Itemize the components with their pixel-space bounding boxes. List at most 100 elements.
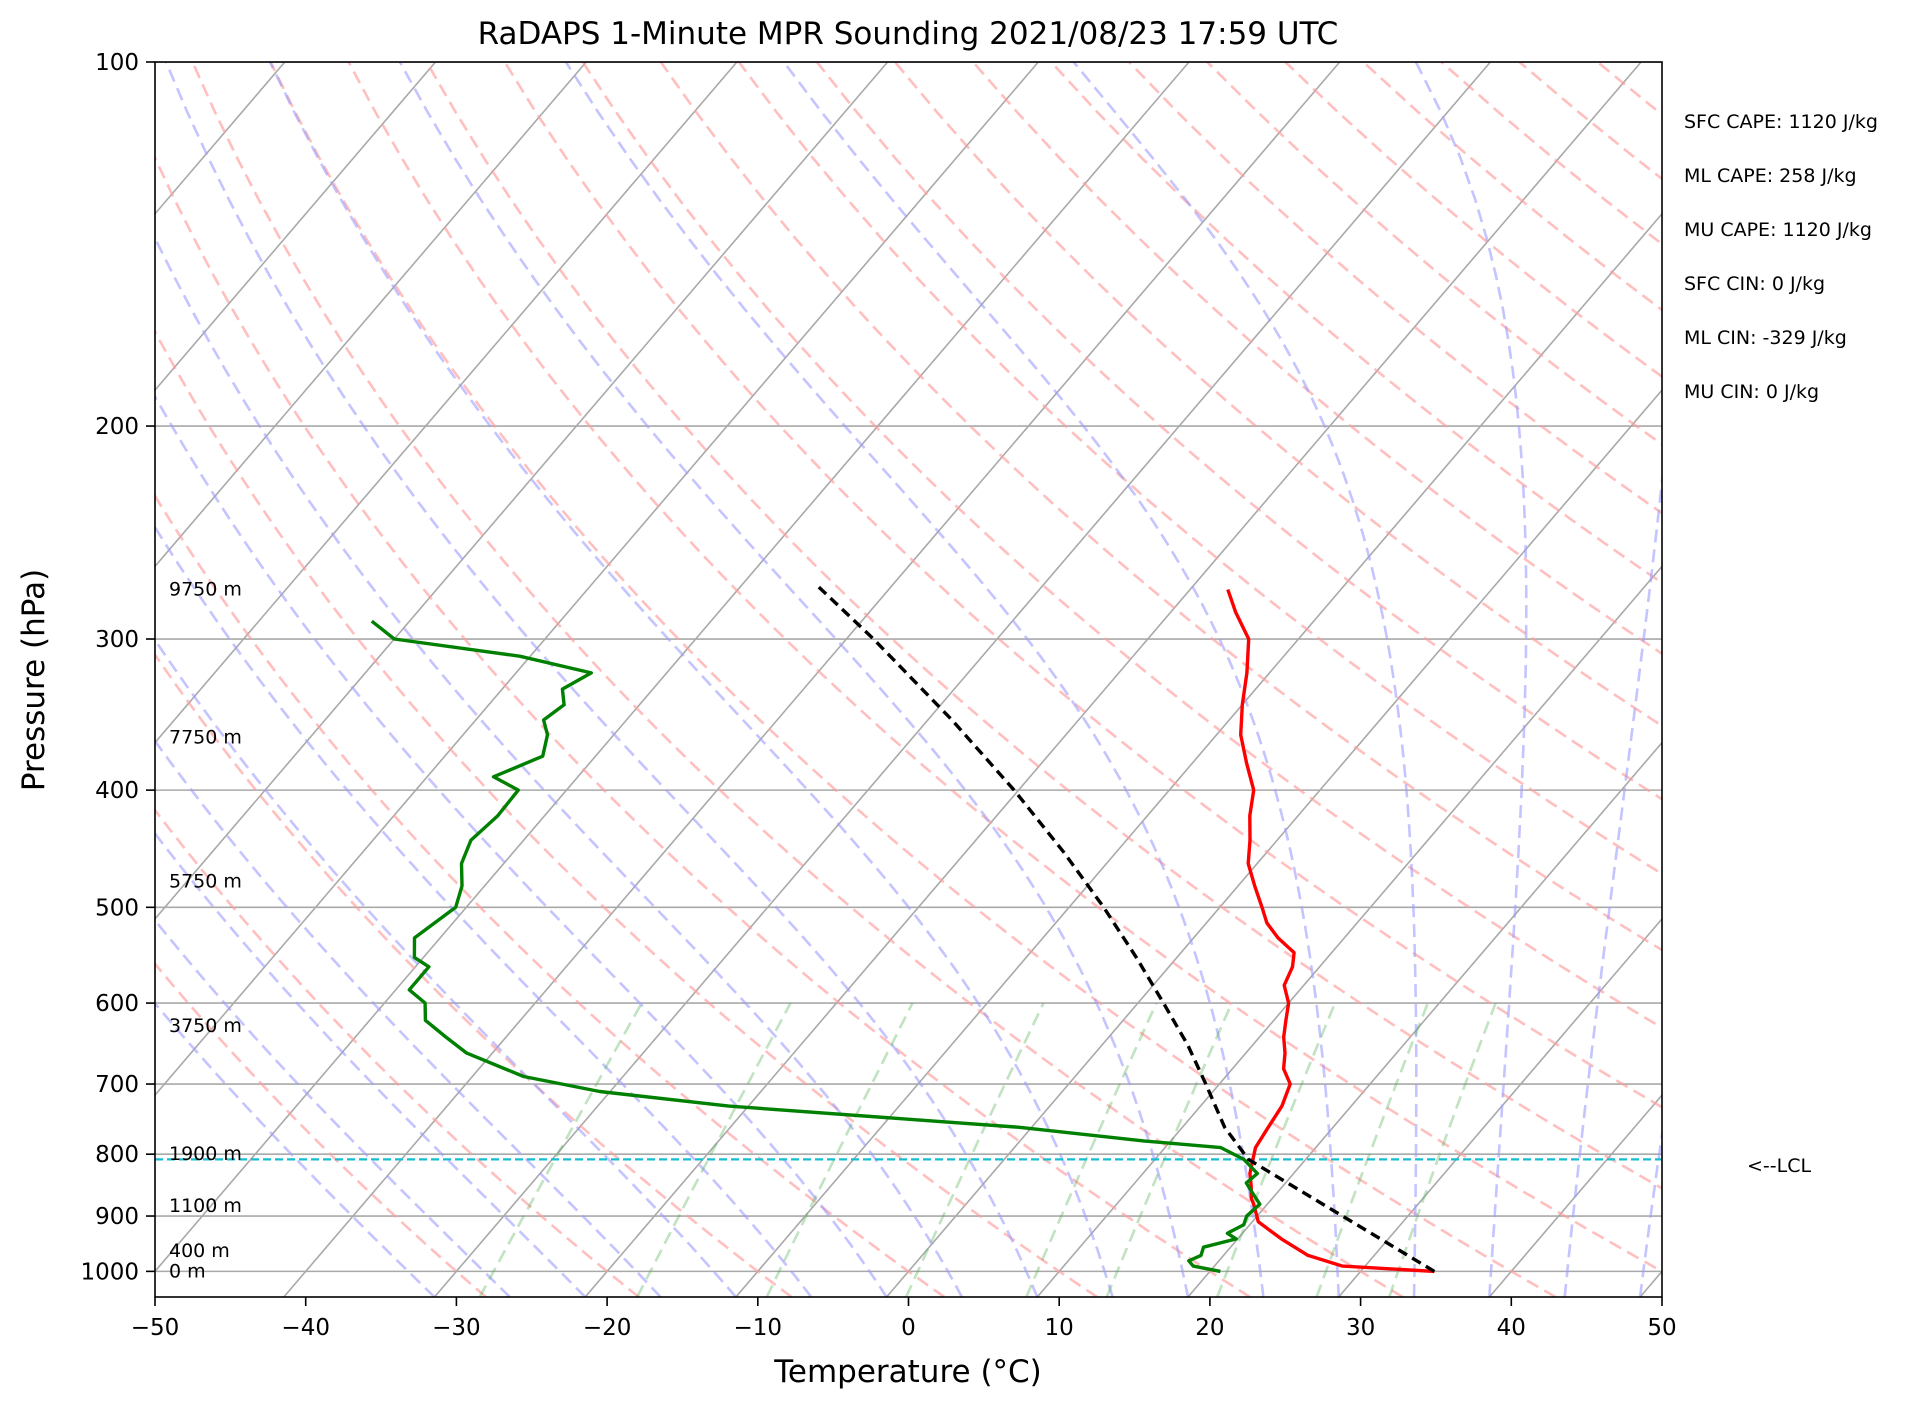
isotherm-line <box>584 62 1642 1297</box>
mixing-ratio-line <box>636 1002 792 1297</box>
moist-adiabat-line <box>155 524 813 1297</box>
lcl-label: <--LCL <box>1747 1155 1811 1177</box>
x-tick-label: −30 <box>432 1315 481 1341</box>
axis-ticks: −50 −40 −30 −20 −10 0 10 20 30 40 50 100 200 300 400 50… <box>80 50 1676 1341</box>
isotherm-line <box>1639 1270 1662 1297</box>
y-tick-label: 800 <box>95 1142 139 1168</box>
dry-adiabat-line <box>155 328 1098 1297</box>
dry-adiabat-line <box>503 62 1662 1109</box>
x-tick-label: −50 <box>131 1315 180 1341</box>
moist-adiabat-line <box>398 62 1190 1297</box>
isotherm-line <box>155 62 437 392</box>
mixing-ratio-line <box>1315 1002 1430 1297</box>
height-labels: 9750 m 7750 m 5750 m 3750 m 1900 m 1100 m 400 … <box>169 578 242 1282</box>
height-label: 0 m <box>169 1260 206 1282</box>
x-tick-label: −40 <box>281 1315 330 1341</box>
stat-label: SFC CIN: 0 J/kg <box>1684 273 1825 295</box>
y-tick-label: 900 <box>95 1204 139 1230</box>
stat-label: MU CIN: 0 J/kg <box>1684 381 1819 403</box>
x-tick-label: 50 <box>1647 1315 1676 1341</box>
dry-adiabat-line <box>894 62 1662 728</box>
moist-adiabat-line <box>268 62 1114 1297</box>
x-tick-label: 10 <box>1045 1315 1074 1341</box>
stat-label: MU CAPE: 1120 J/kg <box>1684 219 1872 241</box>
dry-adiabat-line <box>155 808 640 1297</box>
isotherm-line <box>1036 565 1662 1297</box>
mixing-ratio-line <box>478 1002 643 1297</box>
height-label: 1100 m <box>169 1195 242 1217</box>
dry-adiabat-line <box>1596 62 1662 117</box>
dry-adiabat-line <box>1440 62 1662 246</box>
y-tick-label: 600 <box>95 991 139 1017</box>
mixing-ratio-line <box>1025 1002 1158 1297</box>
dry-adiabat-line <box>1362 62 1662 312</box>
dry-adiabat-line <box>659 62 1662 952</box>
isotherm-line <box>433 62 1492 1297</box>
moist-adiabat-line <box>155 738 662 1297</box>
temperature-line <box>1226 588 1435 1274</box>
moist-adiabat-line <box>155 831 587 1297</box>
y-tick-label: 200 <box>95 414 139 440</box>
y-tick-label: 1000 <box>80 1259 139 1285</box>
dry-adiabat-line <box>1284 62 1662 379</box>
x-tick-label: −20 <box>583 1315 632 1341</box>
height-label: 1900 m <box>169 1143 242 1165</box>
dry-adiabat-line <box>972 62 1662 656</box>
mixing-ratio-line <box>904 1002 1045 1297</box>
dry-adiabat-line <box>155 154 1251 1297</box>
moist-adiabat-line <box>1563 469 1662 1297</box>
x-tick-label: 0 <box>901 1315 916 1341</box>
moist-adiabat-line <box>155 393 888 1297</box>
y-tick-label: 700 <box>95 1072 139 1098</box>
x-tick-label: 30 <box>1346 1315 1375 1341</box>
chart-title: RaDAPS 1-Minute MPR Sounding 2021/08/23 … <box>478 16 1339 52</box>
moist-adiabat-line <box>164 62 1039 1297</box>
y-tick-label: 100 <box>95 50 139 76</box>
isotherm-line <box>1338 917 1662 1297</box>
height-label: 5750 m <box>169 870 242 892</box>
parcel-line <box>814 582 1436 1273</box>
stats-panel: SFC CAPE: 1120 J/kg ML CAPE: 258 J/kg MU C… <box>1684 111 1878 403</box>
dry-adiabat-line <box>269 62 1557 1297</box>
dry-adiabat-line <box>581 62 1662 1030</box>
y-axis-label: Pressure (hPa) <box>16 569 52 791</box>
dry-adiabat-line <box>155 652 793 1297</box>
isotherm-line <box>1791 62 1925 1297</box>
background-lines <box>155 62 1925 1297</box>
dry-adiabat-line <box>1128 62 1662 515</box>
mixing-ratio-line <box>1105 1002 1233 1297</box>
dry-adiabat-line <box>347 62 1662 1273</box>
dry-adiabat-line <box>425 62 1662 1190</box>
y-tick-label: 400 <box>95 778 139 804</box>
x-tick-label: 40 <box>1497 1315 1526 1341</box>
data-lines <box>155 582 1662 1274</box>
isotherm-line <box>1187 741 1662 1297</box>
isotherm-line <box>155 62 889 921</box>
stat-label: ML CAPE: 258 J/kg <box>1684 165 1857 187</box>
dry-adiabat-line <box>1754 62 1925 1297</box>
moist-adiabat-line <box>155 637 737 1297</box>
dry-adiabat-line <box>815 62 1662 801</box>
dry-adiabat-line <box>155 961 487 1297</box>
x-tick-label: 20 <box>1195 1315 1224 1341</box>
y-tick-label: 300 <box>95 627 139 653</box>
dry-adiabat-line <box>1676 62 1925 1297</box>
x-tick-label: −10 <box>734 1315 783 1341</box>
isotherm-line <box>1488 1093 1662 1297</box>
isotherm-line <box>155 62 587 568</box>
moist-adiabat-line <box>1414 62 1528 1297</box>
isotherm-line <box>155 62 1039 1097</box>
plot-frame <box>154 61 1663 1298</box>
dry-adiabat-line <box>191 62 1404 1297</box>
mixing-ratio-line <box>1388 1002 1497 1297</box>
stat-label: SFC CAPE: 1120 J/kg <box>1684 111 1878 133</box>
dewpoint-line <box>370 619 1262 1274</box>
height-label: 9750 m <box>169 578 242 600</box>
moist-adiabat-line <box>1638 1126 1662 1297</box>
isotherm-line <box>155 62 738 744</box>
moist-adiabat-line <box>1072 62 1418 1297</box>
mixing-ratio-line <box>765 1002 914 1297</box>
height-label: 3750 m <box>169 1015 242 1037</box>
mixing-ratio-line <box>1215 1002 1337 1297</box>
